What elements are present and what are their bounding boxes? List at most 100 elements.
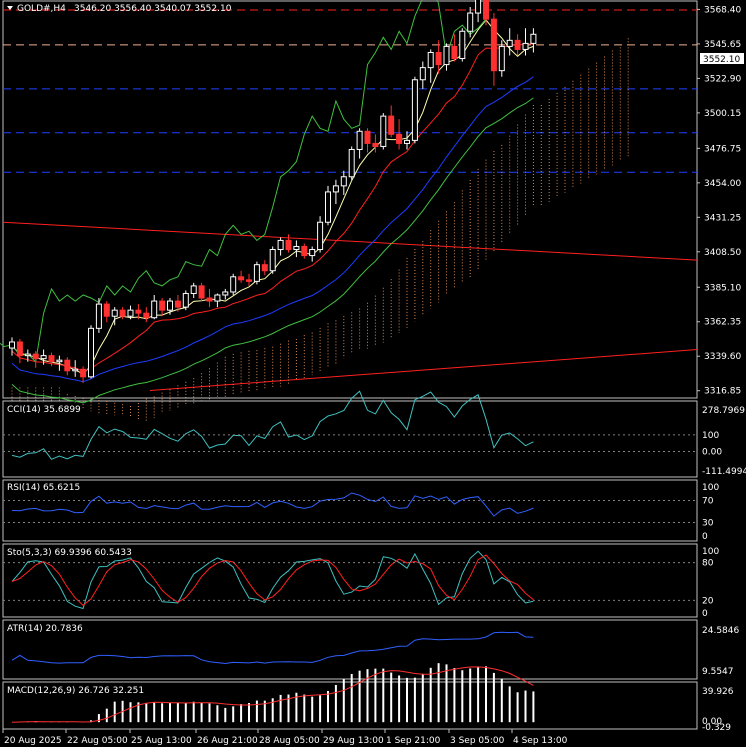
- rsi-panel[interactable]: RSI(14) 65.6215 100 70 30 0: [3, 483, 719, 542]
- candle-body[interactable]: [40, 355, 47, 360]
- time-tick-label: 3 Sep 05:00: [450, 736, 505, 746]
- price-tick-label: 3545.65: [704, 40, 741, 50]
- candle-body[interactable]: [151, 300, 158, 319]
- candle-body[interactable]: [388, 115, 395, 135]
- price-tick-label: 3431.25: [704, 213, 741, 223]
- candle-body[interactable]: [206, 297, 213, 302]
- rsi-axis-100: 100: [702, 483, 719, 493]
- candle-body[interactable]: [340, 176, 347, 187]
- candle-body[interactable]: [427, 51, 434, 69]
- candle-body[interactable]: [404, 139, 410, 144]
- candle-body[interactable]: [174, 300, 181, 308]
- ma-medium-line: [11, 43, 534, 373]
- candle-body[interactable]: [411, 79, 418, 141]
- sto-frame: [2, 543, 698, 618]
- candlesticks[interactable]: [9, 0, 537, 383]
- time-tick-label: 22 Aug 05:00: [67, 736, 128, 746]
- stochastic-axis-20: 20: [702, 596, 714, 606]
- candle-body[interactable]: [238, 276, 245, 281]
- stochastic-panel[interactable]: Sto(5,3,3) 69.9396 60.5433 100 80 20 0: [3, 547, 719, 619]
- candle-body[interactable]: [506, 39, 513, 47]
- candle-body[interactable]: [246, 279, 252, 282]
- candle-body[interactable]: [80, 368, 87, 378]
- atr-panel[interactable]: ATR(14) 20.7836 24.5846 9.5547: [7, 624, 739, 677]
- candle-body[interactable]: [48, 355, 55, 363]
- candle-body[interactable]: [32, 353, 39, 360]
- candle-body[interactable]: [364, 130, 371, 144]
- candle-body[interactable]: [16, 341, 23, 357]
- candle-body[interactable]: [348, 148, 355, 178]
- macd-panel[interactable]: MACD(12,26,9) 26.726 32.251 39.926 0.00-0.…: [7, 663, 734, 733]
- candle-body[interactable]: [222, 291, 229, 296]
- candle-body[interactable]: [451, 45, 458, 60]
- candle-body[interactable]: [332, 185, 339, 193]
- candle-body[interactable]: [95, 303, 102, 329]
- candle-body[interactable]: [127, 309, 134, 317]
- candle-body[interactable]: [56, 359, 63, 363]
- candle-body[interactable]: [72, 368, 79, 372]
- candle-body[interactable]: [103, 303, 110, 317]
- lagging-span-line: [0, 0, 487, 363]
- candle-body[interactable]: [9, 341, 15, 349]
- candle-body[interactable]: [24, 353, 31, 357]
- candle-body[interactable]: [490, 18, 497, 72]
- candle-body[interactable]: [498, 45, 505, 72]
- price-tick-label: 3408.50: [704, 248, 741, 258]
- ohlc-label: 3546.20 3556.40 3540.07 3552.10: [74, 4, 232, 14]
- candle-body[interactable]: [119, 309, 126, 317]
- candle-body[interactable]: [483, 0, 489, 20]
- dropdown-triangle-icon[interactable]: [7, 6, 13, 10]
- time-tick-label: 26 Aug 21:00: [197, 736, 258, 746]
- time-tick-label: 4 Sep 13:00: [513, 736, 568, 746]
- candle-body[interactable]: [143, 312, 150, 319]
- price-tick-label: 3568.40: [704, 5, 741, 15]
- candle-body[interactable]: [159, 300, 166, 311]
- candle-body[interactable]: [64, 359, 71, 372]
- price-tick-label: 3500.15: [704, 109, 741, 119]
- candle-body[interactable]: [522, 42, 529, 50]
- atr-line: [11, 631, 534, 665]
- candle-body[interactable]: [214, 294, 221, 302]
- candle-body[interactable]: [198, 285, 205, 299]
- price-tick-label: 3454.00: [704, 179, 741, 189]
- candle-body[interactable]: [396, 133, 403, 144]
- candle-body[interactable]: [309, 249, 316, 257]
- candle-body[interactable]: [293, 245, 300, 251]
- ma-fast-line: [11, 19, 534, 375]
- candle-body[interactable]: [356, 130, 363, 150]
- candle-body[interactable]: [230, 276, 237, 293]
- candle-body[interactable]: [467, 12, 474, 32]
- candle-body[interactable]: [372, 142, 379, 147]
- candle-body[interactable]: [269, 249, 276, 272]
- candle-body[interactable]: [135, 309, 142, 314]
- candle-body[interactable]: [88, 327, 94, 378]
- candle-body[interactable]: [514, 39, 521, 50]
- candle-body[interactable]: [261, 264, 268, 272]
- macd-axis-min: -0.329: [702, 723, 731, 733]
- candle-body[interactable]: [459, 30, 466, 60]
- candle-body[interactable]: [277, 239, 284, 251]
- candle-body[interactable]: [167, 300, 173, 311]
- cci-panel[interactable]: CCI(14) 35.6899 278.7969 100 0.00 -111.4994: [3, 390, 746, 477]
- candle-body[interactable]: [419, 67, 426, 81]
- candle-body[interactable]: [530, 33, 537, 44]
- candle-body[interactable]: [317, 221, 324, 251]
- candle-body[interactable]: [301, 245, 308, 257]
- main-price-panel[interactable]: 3568.40 3545.65 3522.90 3500.15 3476.75 3454.…: [0, 0, 744, 422]
- candle-body[interactable]: [190, 285, 197, 294]
- candle-body[interactable]: [325, 191, 331, 223]
- candle-body[interactable]: [380, 115, 387, 147]
- candle-body[interactable]: [443, 45, 450, 66]
- candle-body[interactable]: [285, 239, 292, 251]
- stochastic-axis-100: 100: [702, 547, 719, 557]
- candle-body[interactable]: [475, 0, 482, 14]
- atr-axis-min: 9.5547: [702, 667, 734, 677]
- cci-frame: [2, 400, 698, 478]
- candle-body[interactable]: [111, 309, 118, 317]
- candle-body[interactable]: [435, 51, 442, 66]
- candle-body[interactable]: [182, 292, 189, 308]
- cci-axis-100: 100: [702, 431, 719, 441]
- price-marker: 3552.10: [700, 53, 744, 65]
- candle-body[interactable]: [253, 264, 260, 282]
